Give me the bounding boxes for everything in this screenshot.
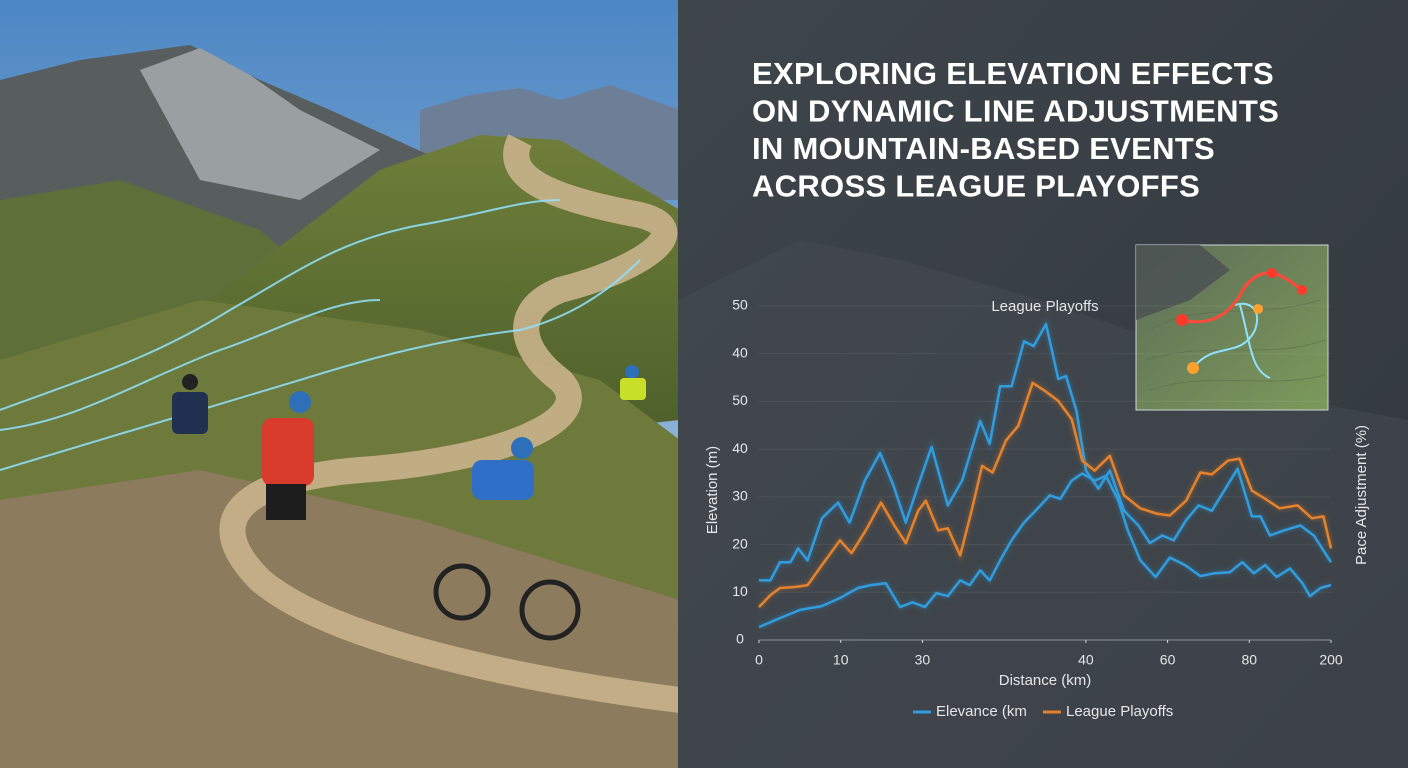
x-tick-label: 0 (755, 652, 763, 668)
x-tick-label: 200 (1319, 652, 1343, 668)
inset-map (1135, 244, 1329, 411)
y-tick-label: 50 (732, 392, 748, 408)
y-tick-label: 20 (732, 535, 748, 551)
data-line (759, 322, 1333, 582)
y-axis-label: Elevation (m) (704, 446, 721, 534)
title-line: ON DYNAMIC LINE ADJUSTMENTS (752, 94, 1279, 129)
y-tick-label: 30 (732, 488, 748, 504)
plot: 0 10 20 30 40 50 40 50 0 10 30 40 60 80 200 Elevance (k… (732, 297, 1343, 720)
legend-label: League Playoffs (1066, 703, 1173, 720)
x-axis-label: Distance (km) (999, 672, 1092, 689)
x-tick-label: 60 (1160, 652, 1176, 668)
data-line (758, 472, 1332, 629)
y2-axis-label: Pace Adjustment (%) (1353, 425, 1370, 565)
annotation: League Playoffs (991, 298, 1098, 315)
title-line: EXPLORING ELEVATION EFFECTS (752, 56, 1274, 91)
x-tick-label: 10 (833, 652, 849, 668)
y-tick-label: 0 (736, 631, 744, 647)
photo (0, 0, 682, 768)
x-tick-label: 30 (915, 652, 931, 668)
y-tick-label: 40 (732, 440, 748, 456)
riders (172, 365, 646, 641)
y-tick-label: 10 (732, 583, 748, 599)
title-line: IN MOUNTAIN-BASED EVENTS (752, 131, 1215, 166)
data-line (758, 381, 1333, 608)
y-tick-label: 50 (732, 297, 748, 313)
x-tick-label: 80 (1241, 652, 1257, 668)
x-tick-label: 40 (1078, 652, 1094, 668)
y-tick-label: 40 (732, 344, 748, 360)
legend-label: Elevance (km (936, 703, 1027, 720)
title-line: ACROSS LEAGUE PLAYOFFS (752, 169, 1200, 204)
